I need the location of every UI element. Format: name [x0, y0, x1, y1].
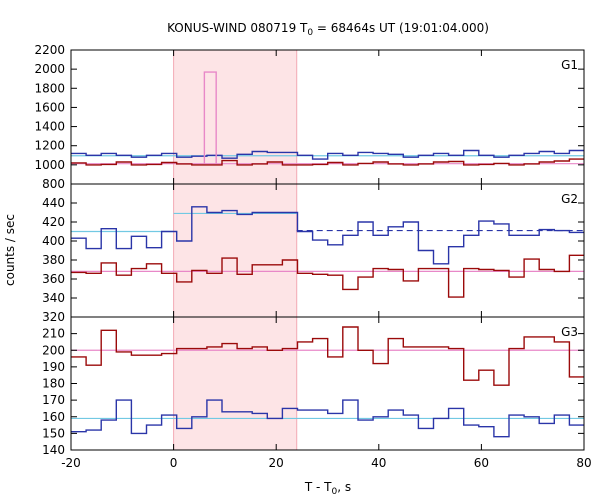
g2-ytick-label: 420 — [42, 215, 65, 229]
g2-panel-frame — [70, 183, 585, 318]
g3-panel-frame — [70, 316, 585, 451]
g1-series-pink — [203, 71, 217, 164]
x-tick-label: 60 — [474, 456, 489, 470]
chart-title: KONUS-WIND 080719 T0 = 68464s UT (19:01:… — [167, 21, 489, 38]
x-tick-label: 40 — [371, 456, 386, 470]
g1-ytick-label: 1600 — [34, 100, 65, 114]
g2-ytick-label: 380 — [42, 253, 65, 267]
g2-panel-label: G2 — [561, 192, 578, 206]
g2-ytick-label: 320 — [42, 310, 65, 324]
g3-ytick-label: 200 — [42, 343, 65, 357]
g2-ytick-label: 440 — [42, 196, 65, 210]
g3-ytick-label: 140 — [42, 443, 65, 457]
x-axis-label-rest: , s — [337, 480, 351, 494]
x-tick-label: -20 — [61, 456, 81, 470]
g2-ytick-label: 340 — [42, 291, 65, 305]
y-axis-label: counts / sec — [3, 214, 17, 286]
g2-series-dark-red — [71, 254, 584, 298]
g3-shaded-interval — [173, 317, 297, 450]
x-tick-label: 20 — [269, 456, 284, 470]
g3-series-blue — [71, 399, 584, 438]
g3-ytick-label: 170 — [42, 393, 65, 407]
g2-ytick-label: 400 — [42, 234, 65, 248]
g2-series-blue — [71, 206, 584, 265]
g1-ytick-label: 1200 — [34, 139, 65, 153]
g3-ytick-label: 210 — [42, 327, 65, 341]
chart-title-rest: = 68464s UT (19:01:04.000) — [313, 21, 489, 35]
g3-ytick-label: 180 — [42, 377, 65, 391]
x-axis-label-subscript: 0 — [332, 487, 338, 497]
g1-ytick-label: 800 — [42, 177, 65, 191]
g1-ytick-label: 1800 — [34, 81, 65, 95]
g3-ytick-label: 160 — [42, 410, 65, 424]
g2-ytick-label: 360 — [42, 272, 65, 286]
x-tick-label: 0 — [170, 456, 178, 470]
g3-ytick-label: 150 — [42, 426, 65, 440]
g1-ytick-label: 1000 — [34, 158, 65, 172]
g1-ytick-label: 2000 — [34, 62, 65, 76]
g1-series-blue — [71, 149, 584, 160]
g3-ytick-label: 190 — [42, 360, 65, 374]
x-tick-label: 80 — [576, 456, 591, 470]
panels-group: 8001000120014001600180020002200G13203403… — [34, 43, 591, 470]
g3-series-dark-red — [71, 326, 584, 386]
x-axis-label-main: T - T — [304, 480, 332, 494]
g1-panel-label: G1 — [561, 58, 578, 72]
g2-shaded-interval — [173, 184, 297, 317]
x-axis-label: T - T0, s — [304, 480, 351, 497]
chart-title-subscript: 0 — [307, 28, 313, 38]
chart-title-main: KONUS-WIND 080719 T — [167, 21, 308, 35]
g1-ytick-label: 1400 — [34, 120, 65, 134]
g1-series-dark-red — [71, 158, 584, 166]
g3-panel-label: G3 — [561, 325, 578, 339]
g1-ytick-label: 2200 — [34, 43, 65, 57]
